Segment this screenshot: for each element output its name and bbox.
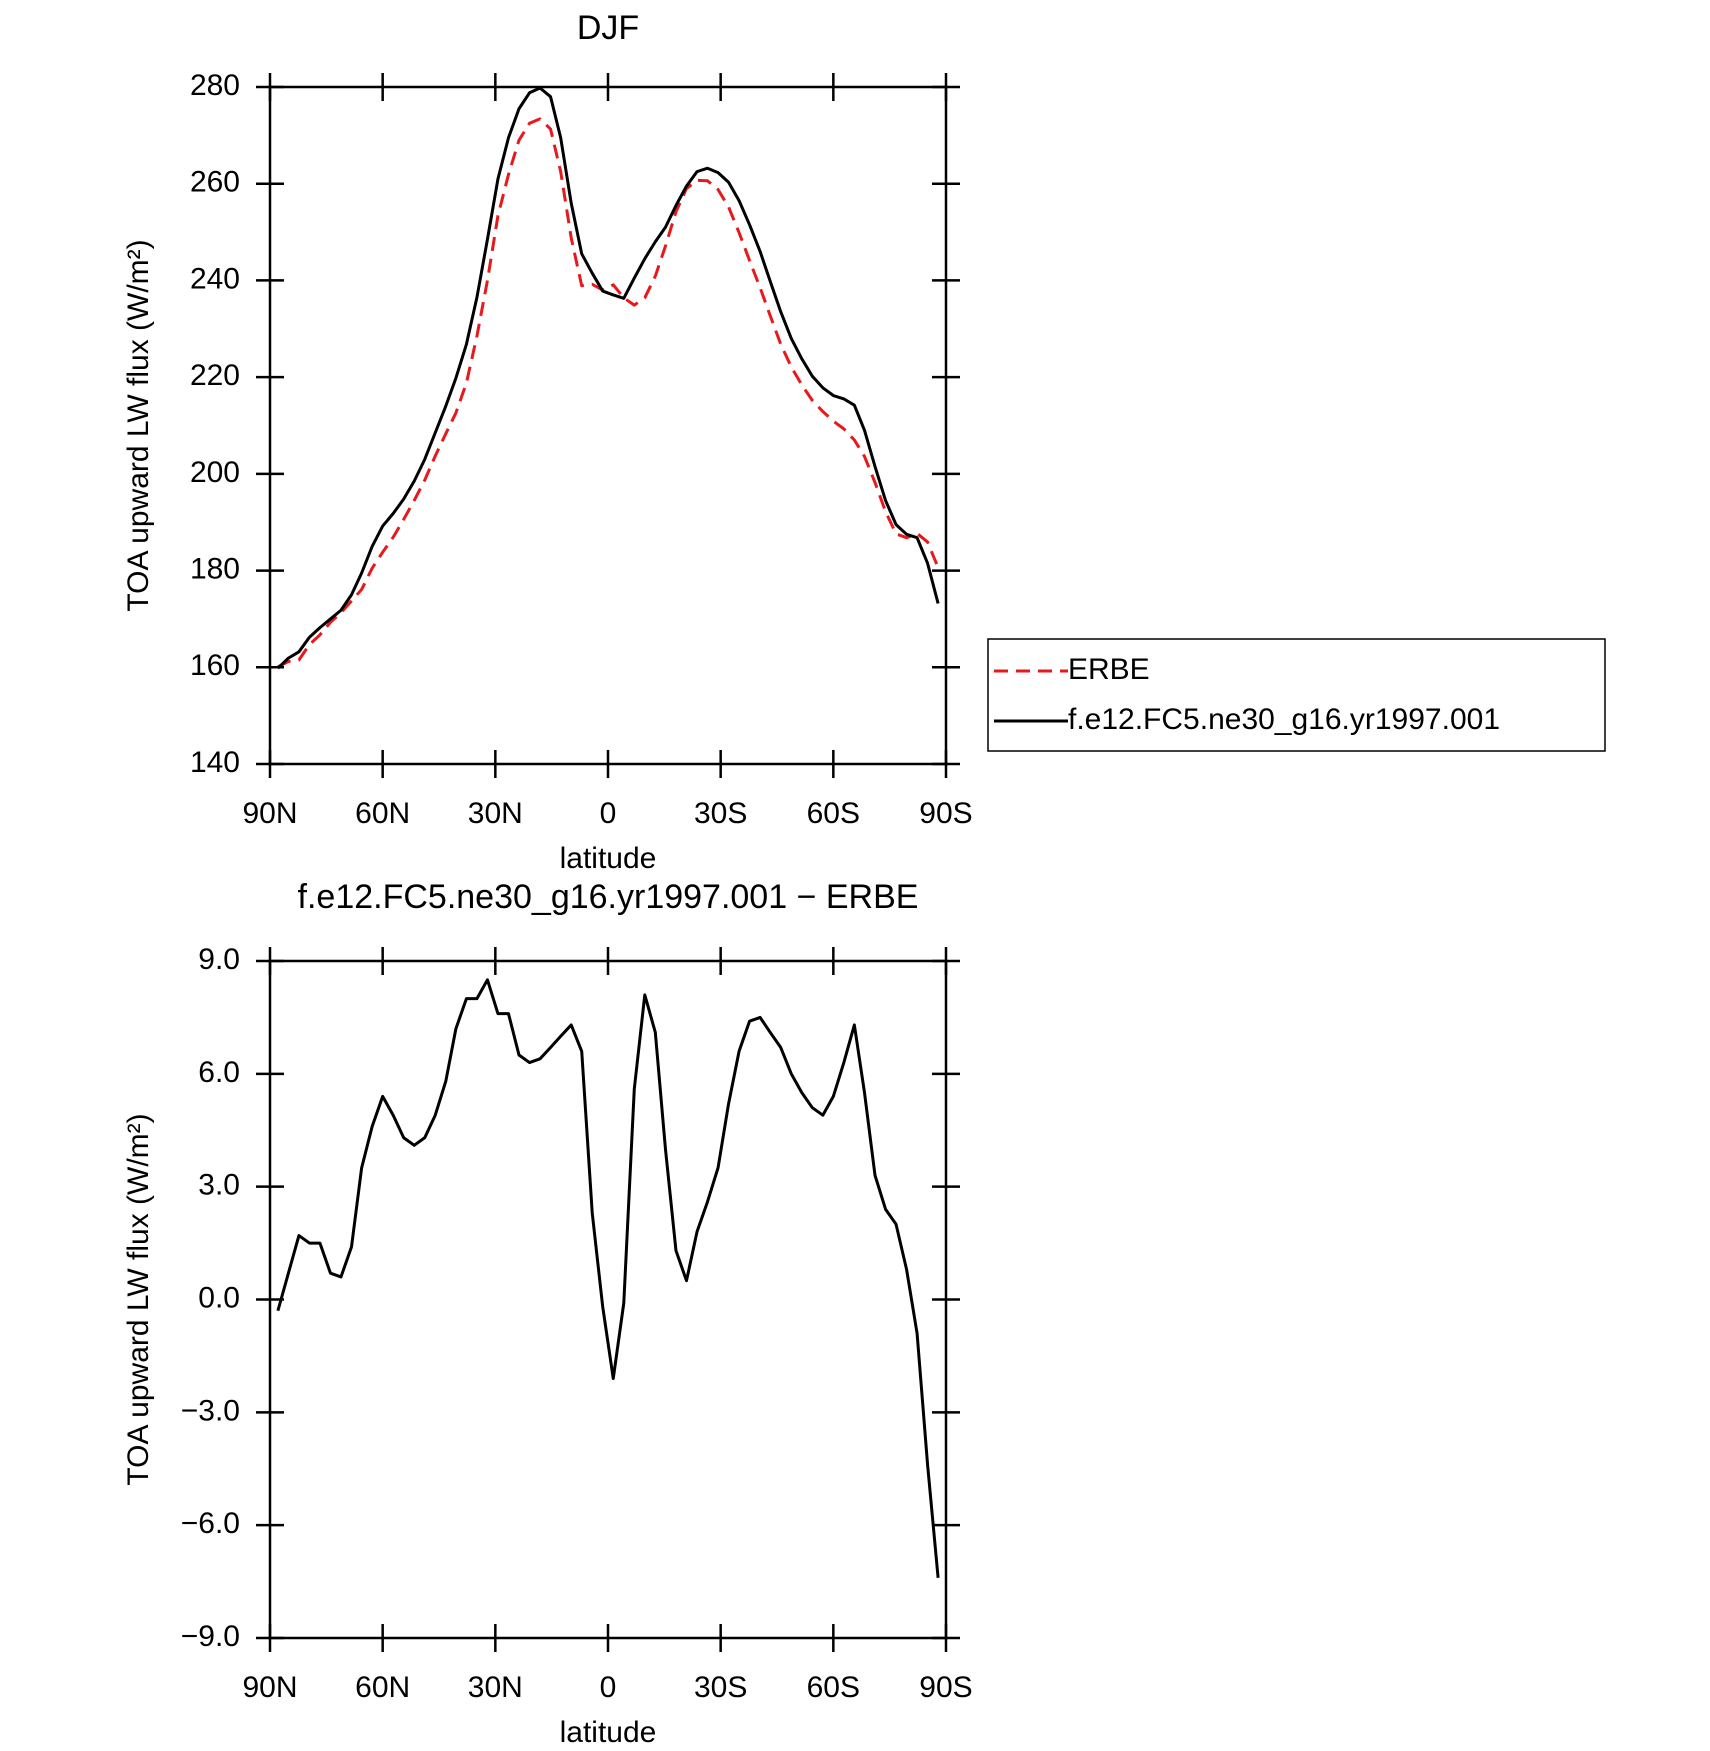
y-tick-label: 220 [190,359,240,392]
x-tick-label: 90N [242,797,297,830]
chart-title: DJF [577,9,639,47]
x-tick-label: 30S [694,1671,747,1704]
x-tick-label: 90S [919,1671,972,1704]
y-tick-label: 280 [190,69,240,102]
y-tick-label: 160 [190,649,240,682]
y-tick-label: 9.0 [198,943,240,976]
legend-label: f.e12.FC5.ne30_g16.yr1997.001 [1068,703,1500,736]
chart-title: f.e12.FC5.ne30_g16.yr1997.001 − ERBE [298,878,919,916]
y-tick-label: −3.0 [181,1394,240,1427]
y-tick-label: 3.0 [198,1169,240,1202]
y-axis-label: TOA upward LW flux (W/m²) [122,239,155,611]
y-tick-label: −9.0 [181,1620,240,1653]
y-tick-label: 200 [190,456,240,489]
plot-frame [268,85,948,766]
y-tick-label: 0.0 [198,1281,240,1314]
x-tick-label: 0 [600,1671,617,1704]
y-tick-label: 240 [190,262,240,295]
x-tick-label: 30N [468,797,523,830]
x-axis-label: latitude [560,1716,657,1749]
x-tick-label: 90N [242,1671,297,1704]
legend-box [987,638,1606,752]
y-tick-label: −6.0 [181,1507,240,1540]
x-tick-label: 0 [600,797,617,830]
legend-label: ERBE [1068,653,1150,686]
x-axis-label: latitude [560,842,657,875]
y-axis-label: TOA upward LW flux (W/m²) [122,1113,155,1485]
series-line [277,117,940,669]
series-line [276,978,940,1578]
y-tick-label: 6.0 [198,1056,240,1089]
y-tick-label: 260 [190,166,240,199]
series-line [276,86,940,670]
x-tick-label: 60N [355,1671,410,1704]
x-tick-label: 60S [807,1671,860,1704]
x-tick-label: 30S [694,797,747,830]
y-tick-label: 140 [190,746,240,779]
x-tick-label: 30N [468,1671,523,1704]
x-tick-label: 60S [807,797,860,830]
y-tick-label: 180 [190,552,240,585]
x-tick-label: 60N [355,797,410,830]
x-tick-label: 90S [919,797,972,830]
